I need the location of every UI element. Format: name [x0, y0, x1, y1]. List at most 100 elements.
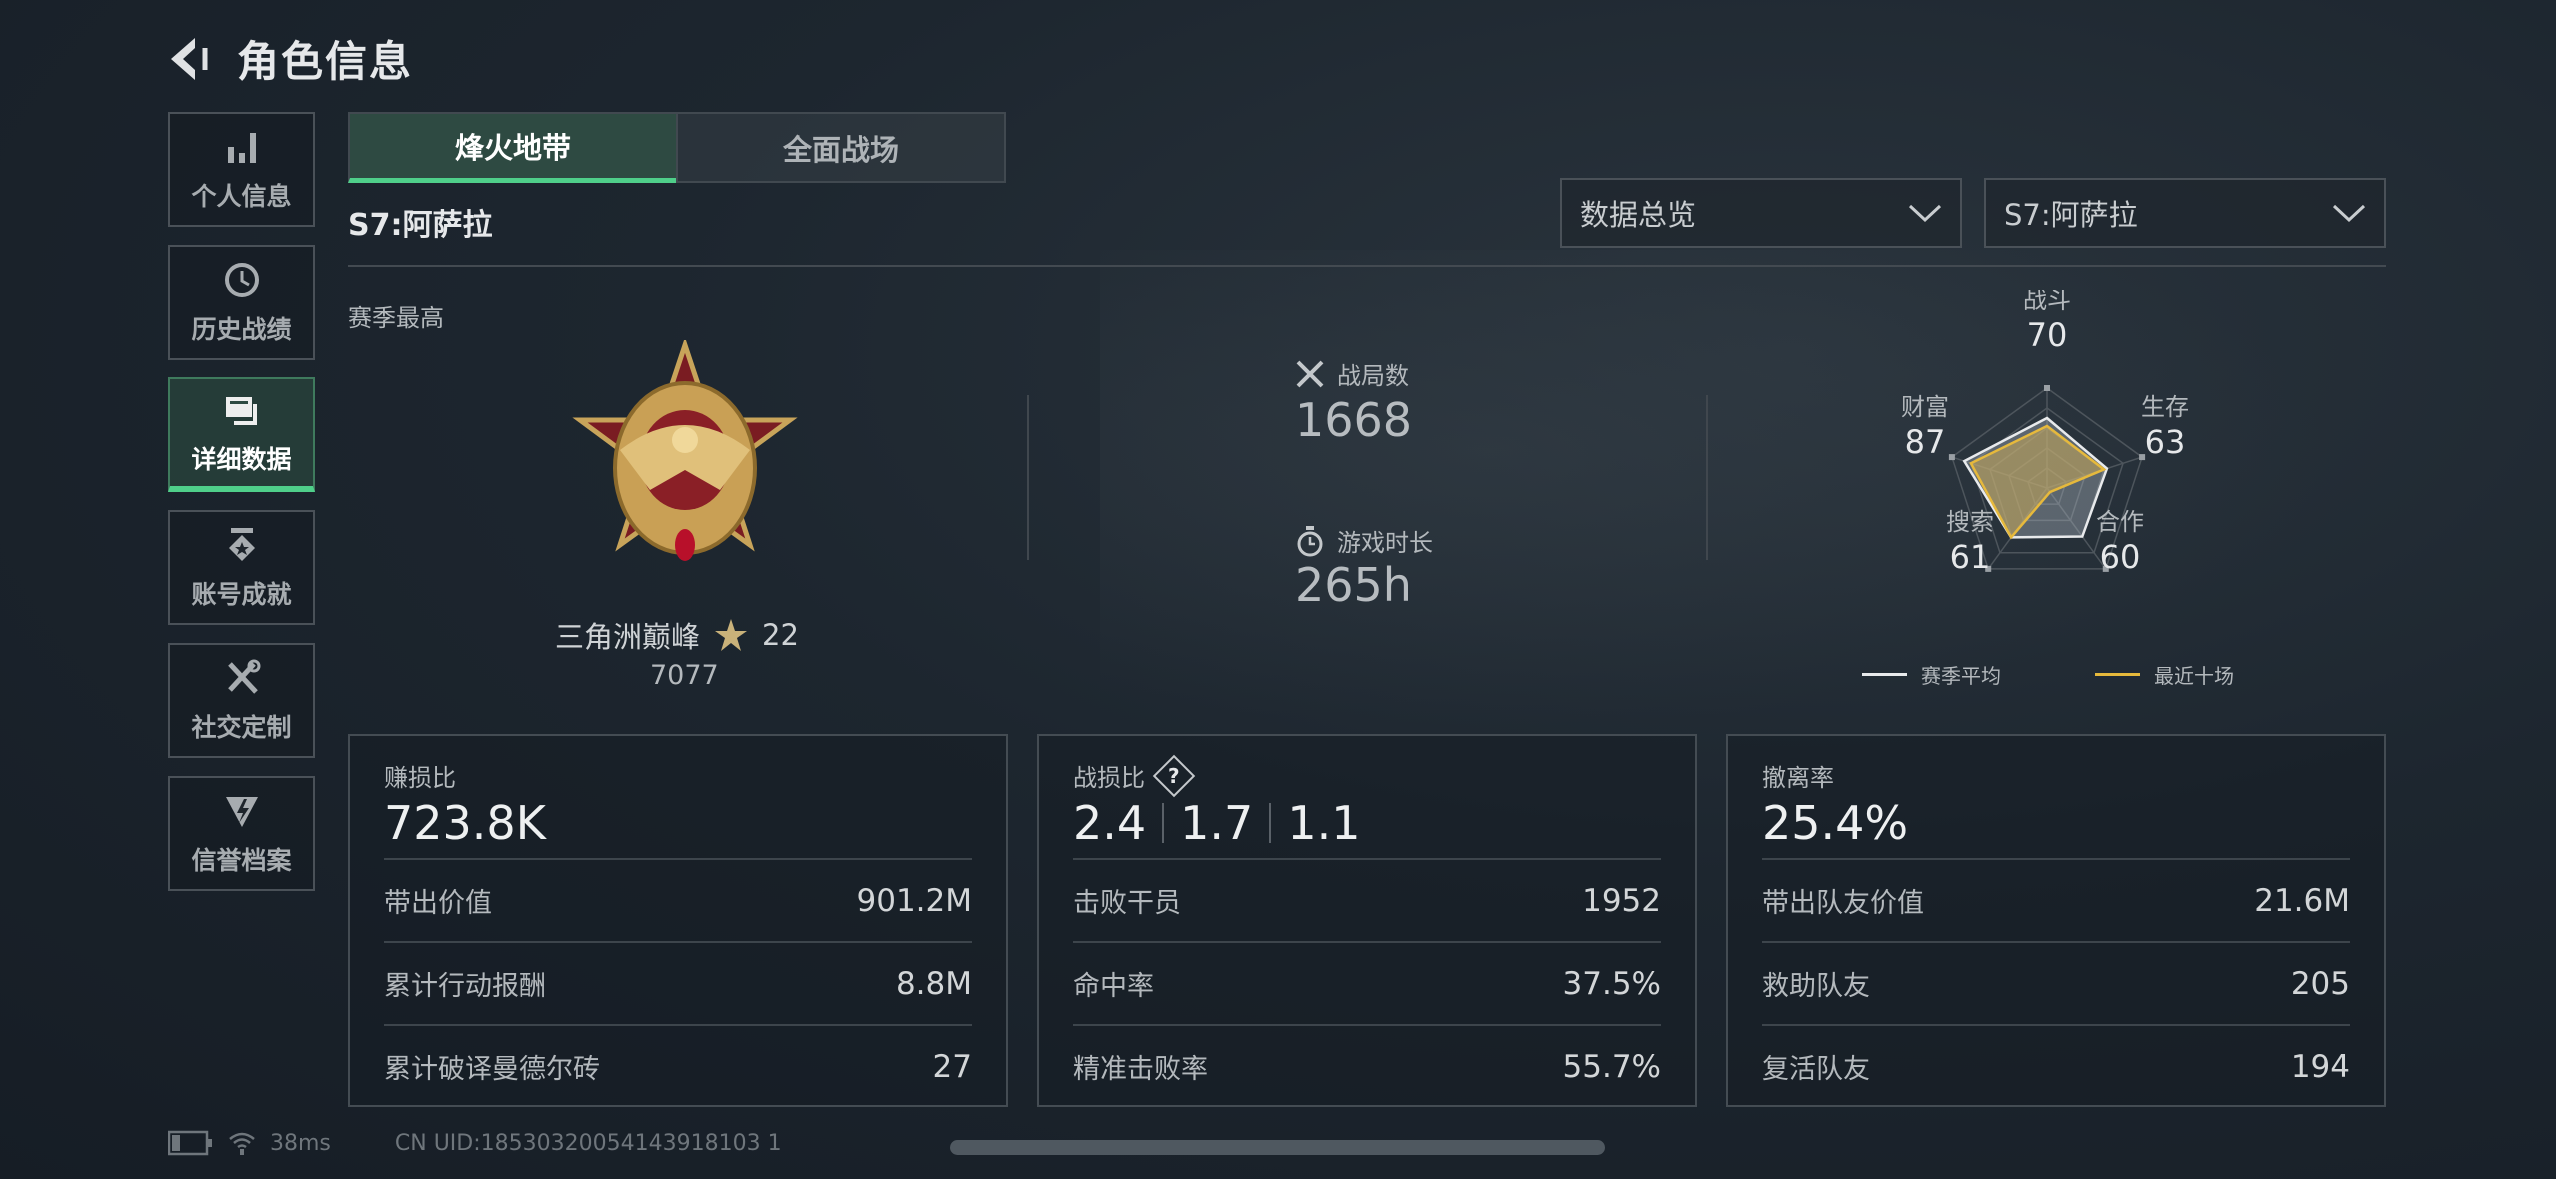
stat-label: 击败干员 [1073, 888, 1181, 919]
stat-value: 37.5% [1562, 965, 1661, 1002]
stat-value: 8.8M [895, 965, 972, 1002]
sidebar-item-detailed-data[interactable]: 详细数据 [168, 377, 315, 492]
crossed-swords-icon [1296, 360, 1324, 387]
status-bar: 38ms CN UID:18530320054143918103 1 [168, 1130, 782, 1156]
stat-row: 救助队友 205 [1762, 941, 2350, 1024]
playtime-label-row: 游戏时长 [1295, 523, 1433, 558]
radar-vertex-marker [2139, 454, 2146, 461]
season-best-label: 赛季最高 [348, 304, 444, 332]
chevron-down-icon [1908, 204, 1942, 223]
legend-label: 最近十场 [2154, 664, 2234, 688]
stat-label: 带出队友价值 [1762, 888, 1924, 919]
playtime-value: 265h [1295, 558, 1412, 612]
uid-text: CN UID:18530320054143918103 1 [394, 1130, 782, 1156]
stat-row: 击败干员 1952 [1073, 858, 1661, 941]
rank-score: 7077 [650, 660, 719, 691]
radar-axis-value: 63 [2145, 423, 2186, 461]
divider [1162, 803, 1165, 843]
sidebar-item-label: 历史战绩 [191, 314, 292, 344]
card-title: 撤离率 [1762, 764, 1834, 792]
stat-label: 累计破译曼德尔砖 [384, 1054, 600, 1085]
radar-axis-label: 搜索 [1946, 508, 1994, 536]
wifi-icon [229, 1132, 255, 1155]
sidebar-item-history[interactable]: 历史战绩 [168, 245, 315, 360]
extraction-card: 撤离率 25.4% 带出队友价值 21.6M 救助队友 205 复活队友 194 [1726, 734, 2386, 1107]
sidebar-item-label: 详细数据 [191, 444, 292, 474]
stat-value: 901.2M [856, 882, 973, 919]
radar-axis-label: 战斗 [2023, 290, 2071, 314]
stat-row: 带出价值 901.2M [384, 858, 972, 941]
card-value: 25.4% [1762, 796, 1909, 850]
divider [348, 265, 2386, 267]
help-glyph: ? [1168, 763, 1180, 788]
background-art [1100, 250, 2400, 750]
card-value: 723.8K [384, 796, 546, 850]
playtime-label: 游戏时长 [1337, 529, 1433, 557]
stat-value: 27 [932, 1048, 972, 1085]
radar-axis-label: 生存 [2141, 393, 2189, 421]
rank-medal-icon [572, 340, 798, 561]
battery-icon [168, 1130, 212, 1156]
radar-axis-value: 60 [2100, 538, 2141, 576]
stat-row: 精准击败率 55.7% [1073, 1024, 1661, 1107]
sidebar-item-label: 个人信息 [191, 181, 292, 211]
sidebar-item-label: 账号成就 [191, 579, 292, 609]
matches-value: 1668 [1295, 393, 1413, 447]
stat-label: 命中率 [1073, 971, 1154, 1002]
divider [1706, 395, 1708, 560]
radar-axis-value: 70 [2027, 316, 2068, 354]
matches-label-row: 战局数 [1295, 356, 1409, 391]
view-dropdown[interactable]: 数据总览 [1560, 178, 1962, 248]
stat-row: 复活队友 194 [1762, 1024, 2350, 1107]
medal-icon [228, 527, 255, 561]
radar-spoke [2046, 487, 2107, 570]
tab-warzone[interactable]: 烽火地带 [348, 112, 678, 183]
stat-value: 1952 [1582, 882, 1661, 919]
stat-row: 带出队友价值 21.6M [1762, 858, 2350, 941]
radar-axis-label: 财富 [1901, 393, 1949, 421]
sidebar-item-achievements[interactable]: 账号成就 [168, 510, 315, 625]
radar-vertex-marker [2044, 385, 2050, 391]
card-title: 赚损比 [384, 764, 456, 792]
radar-series-recent-ten [1969, 424, 2107, 540]
star-icon [715, 619, 748, 651]
radar-grid-ring [1951, 387, 2143, 570]
legend-swatch [2095, 673, 2140, 676]
sidebar-item-social[interactable]: 社交定制 [168, 643, 315, 758]
rank-info: 三角洲巅峰 22 [555, 614, 799, 656]
stat-label: 带出价值 [384, 888, 492, 919]
stat-row: 命中率 37.5% [1073, 941, 1661, 1024]
stopwatch-icon [1297, 525, 1323, 556]
radar-vertex-marker [2102, 565, 2109, 572]
legend-label: 赛季平均 [1921, 664, 2001, 688]
ping-text: 38ms [270, 1130, 331, 1156]
folder-icon [225, 396, 257, 425]
stat-value: 205 [2290, 965, 2350, 1002]
back-button[interactable] [165, 34, 211, 84]
kd-value: 2.4 [1073, 796, 1147, 850]
season-dropdown[interactable]: S7:阿萨拉 [1984, 178, 2386, 248]
legend-swatch [1862, 673, 1907, 676]
kd-values: 2.4 1.7 1.1 [1073, 796, 1360, 850]
stat-label: 救助队友 [1762, 971, 1870, 1002]
help-icon[interactable]: ? [1152, 754, 1196, 797]
card-title: 战损比 [1073, 764, 1145, 792]
season-dropdown-value: S7:阿萨拉 [2004, 198, 2138, 232]
home-indicator[interactable] [950, 1140, 1605, 1155]
season-title: S7:阿萨拉 [348, 208, 493, 243]
divider [1269, 803, 1272, 843]
view-dropdown-value: 数据总览 [1580, 198, 1697, 232]
radar-vertex-marker [1985, 565, 1992, 572]
sidebar-item-label: 信誉档案 [191, 845, 292, 875]
sidebar-item-credit[interactable]: 信誉档案 [168, 776, 315, 891]
sidebar-item-label: 社交定制 [191, 712, 292, 742]
tab-battlefield[interactable]: 全面战场 [676, 112, 1006, 183]
kd-value: 1.1 [1287, 796, 1361, 850]
stat-row: 累计行动报酬 8.8M [384, 941, 972, 1024]
radar-axis-value: 61 [1950, 538, 1991, 576]
stat-label: 精准击败率 [1073, 1054, 1208, 1085]
stat-value: 194 [2290, 1048, 2350, 1085]
stat-label: 累计行动报酬 [384, 971, 546, 1002]
sidebar-item-profile[interactable]: 个人信息 [168, 112, 315, 227]
